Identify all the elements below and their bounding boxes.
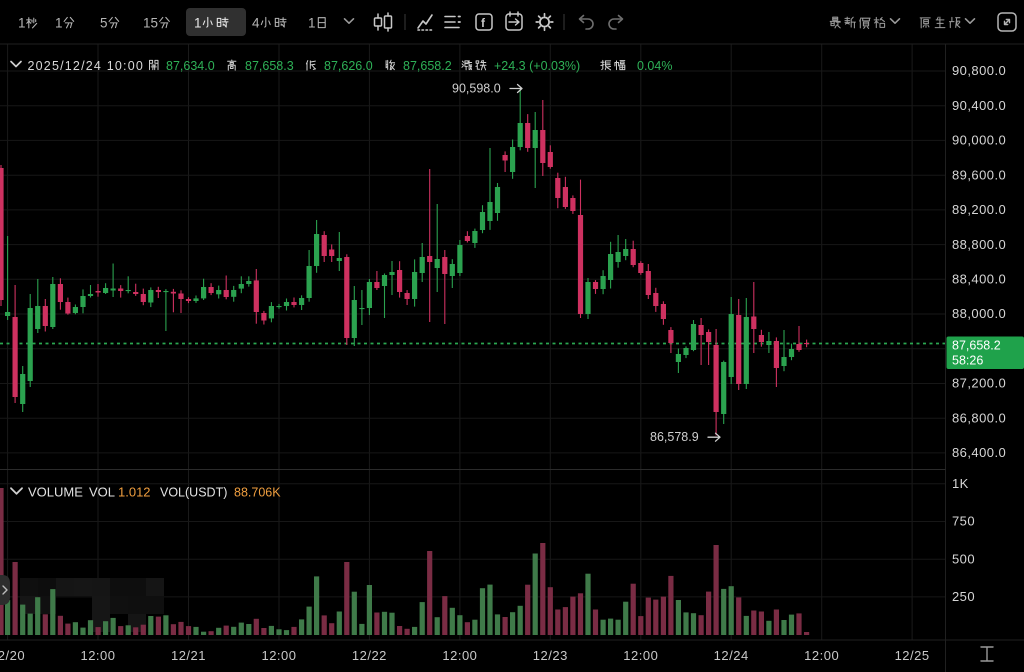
svg-text:90,800.0: 90,800.0	[952, 63, 1006, 78]
svg-text:12/22: 12/22	[352, 648, 387, 663]
svg-text:88,000.0: 88,000.0	[952, 306, 1006, 321]
svg-text:12:00: 12:00	[442, 648, 477, 663]
svg-text:12/24: 12/24	[714, 648, 749, 663]
svg-text:87,634.0: 87,634.0	[166, 59, 215, 73]
svg-text:88,400.0: 88,400.0	[952, 272, 1006, 287]
svg-text:1: 1	[18, 16, 26, 31]
svg-text:VOLUME: VOLUME	[28, 485, 83, 500]
svg-text:86,578.9: 86,578.9	[650, 430, 699, 444]
svg-text:89,200.0: 89,200.0	[952, 202, 1006, 217]
svg-text:90,000.0: 90,000.0	[952, 133, 1006, 148]
svg-text:12/20: 12/20	[0, 648, 25, 663]
svg-text:1K: 1K	[952, 476, 969, 491]
svg-text:12:00: 12:00	[804, 648, 839, 663]
svg-text:58:26: 58:26	[952, 354, 983, 368]
svg-text:12/21: 12/21	[171, 648, 206, 663]
svg-text:f: f	[481, 16, 486, 30]
svg-text:86,800.0: 86,800.0	[952, 410, 1006, 425]
svg-text:87,658.2: 87,658.2	[952, 339, 1001, 353]
svg-text:12/23: 12/23	[533, 648, 568, 663]
svg-text:500: 500	[952, 551, 975, 566]
svg-text:87,658.3: 87,658.3	[245, 59, 294, 73]
svg-text:250: 250	[952, 589, 975, 604]
svg-text:90,400.0: 90,400.0	[952, 98, 1006, 113]
svg-text:4: 4	[252, 16, 260, 31]
svg-text:5: 5	[100, 16, 108, 31]
svg-text:0.04%: 0.04%	[637, 59, 672, 73]
svg-text:89,600.0: 89,600.0	[952, 167, 1006, 182]
svg-text:90,598.0: 90,598.0	[452, 82, 501, 96]
svg-text:1: 1	[308, 16, 316, 31]
svg-text:1: 1	[55, 16, 63, 31]
svg-text:12/25: 12/25	[895, 648, 930, 663]
svg-text:12:00: 12:00	[623, 648, 658, 663]
svg-text:750: 750	[952, 514, 975, 529]
svg-text:87,200.0: 87,200.0	[952, 376, 1006, 391]
svg-text:12:00: 12:00	[80, 648, 115, 663]
svg-text:86,400.0: 86,400.0	[952, 445, 1006, 460]
svg-text:88.706K: 88.706K	[234, 486, 281, 500]
svg-text:87,626.0: 87,626.0	[324, 59, 373, 73]
svg-text:12:00: 12:00	[261, 648, 296, 663]
svg-text:+24.3 (+0.03%): +24.3 (+0.03%)	[494, 59, 580, 73]
svg-text:88,800.0: 88,800.0	[952, 237, 1006, 252]
svg-text:1: 1	[194, 16, 202, 31]
svg-text:15: 15	[143, 16, 158, 31]
svg-text:87,658.2: 87,658.2	[403, 59, 452, 73]
svg-text:VOL: VOL	[89, 485, 115, 500]
svg-text:1.012: 1.012	[118, 485, 151, 500]
svg-text:2025/12/24 10:00: 2025/12/24 10:00	[28, 59, 145, 73]
svg-text:VOL(USDT): VOL(USDT)	[160, 486, 227, 500]
